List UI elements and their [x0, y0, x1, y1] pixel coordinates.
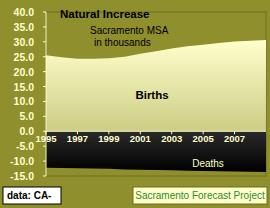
y-tick-label: 15.0	[14, 81, 35, 93]
y-tick	[43, 41, 46, 42]
series-label: Deaths	[192, 158, 224, 169]
areas	[46, 40, 266, 172]
y-tick-label: 20.0	[14, 66, 35, 78]
x-tick-label: 1995	[35, 133, 57, 144]
y-tick-label: 10.0	[14, 95, 35, 107]
series-label: Births	[135, 89, 168, 101]
x-tick-label: 1999	[98, 133, 119, 144]
y-axis-line	[46, 12, 47, 176]
y-tick-label: 5.0	[19, 110, 34, 122]
subtitle: in thousands	[94, 37, 151, 48]
y-tick	[43, 176, 46, 177]
source-box	[3, 187, 61, 204]
y-tick-label: 30.0	[14, 36, 35, 48]
source: data: CA-	[7, 190, 51, 201]
x-tick-label: 2003	[161, 133, 182, 144]
y-tick	[43, 56, 46, 57]
title: Natural Increase	[60, 8, 150, 20]
background	[0, 0, 270, 208]
y-tick-label: 40.0	[14, 6, 35, 18]
y-tick	[43, 12, 46, 13]
y-tick-label: 0.0	[19, 125, 34, 137]
credit: Sacramento Forecast Project	[135, 190, 265, 201]
plot-area	[46, 12, 266, 176]
credit-box	[133, 187, 267, 204]
area-deaths	[46, 131, 266, 172]
y-tick-label: -10.0	[10, 155, 34, 167]
chart: -15.0 -10.0 -5.0 0.0 5.0 10.0 15.0 20.0 25.0 30.0…	[0, 0, 270, 208]
x-tick-label: 2007	[224, 133, 245, 144]
y-tick	[43, 161, 46, 162]
y-tick	[43, 101, 46, 102]
area-births	[46, 40, 266, 131]
x-tick-label: 2001	[130, 133, 152, 144]
y-tick-label: -15.0	[10, 170, 34, 182]
x-tick-label: 1997	[67, 133, 88, 144]
y-tick	[43, 71, 46, 72]
x-tick-label: 2005	[193, 133, 215, 144]
y-tick-label: 35.0	[14, 21, 35, 33]
y-tick	[43, 116, 46, 117]
y-tick-label: 25.0	[14, 51, 35, 63]
y-tick	[43, 26, 46, 27]
y-tick-label: -5.0	[16, 140, 34, 152]
x-axis-line	[46, 131, 266, 132]
y-tick	[43, 146, 46, 147]
y-tick	[43, 86, 46, 87]
subtitle: Sacramento MSA	[90, 25, 169, 36]
